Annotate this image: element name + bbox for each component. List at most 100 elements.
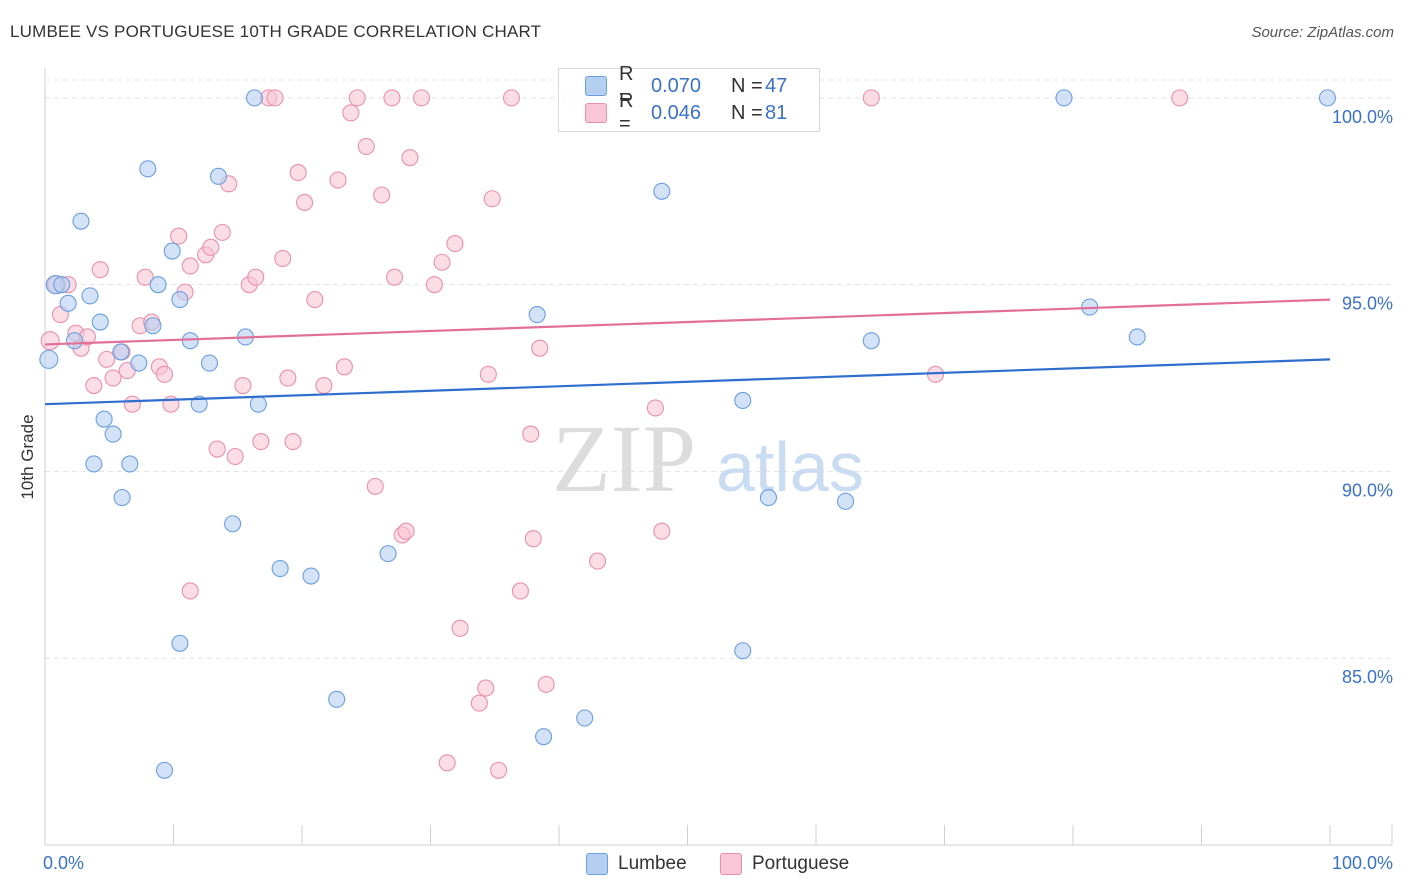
portuguese-point bbox=[274, 249, 292, 268]
portuguese-point bbox=[425, 276, 443, 294]
portuguese-point bbox=[181, 257, 199, 275]
y-tick-label: 85.0% bbox=[1342, 667, 1393, 687]
portuguese-r-label: R = bbox=[619, 90, 634, 135]
watermark-zip: ZIP bbox=[552, 405, 696, 512]
lumbee-point bbox=[59, 294, 77, 312]
portuguese-point bbox=[385, 268, 404, 286]
label-layer: 85.0% 90.0% 95.0% 100.0% 0.0% 100.0% 10th Grad… bbox=[18, 107, 1393, 873]
portuguese-point bbox=[202, 238, 220, 256]
lumbee-point bbox=[302, 567, 320, 585]
portuguese-point bbox=[401, 149, 419, 167]
portuguese-point bbox=[181, 582, 199, 600]
lumbee-point bbox=[734, 642, 752, 660]
chart-title: LUMBEE VS PORTUGUESE 10TH GRADE CORRELAT… bbox=[10, 22, 542, 41]
lumbee-point bbox=[163, 242, 181, 260]
x-tick-label: 100.0% bbox=[1332, 853, 1393, 873]
lumbee-point bbox=[104, 425, 122, 443]
portuguese-point bbox=[329, 171, 347, 189]
lumbee-point bbox=[81, 287, 99, 305]
lumbee-legend-label: Lumbee bbox=[618, 853, 687, 874]
lumbee-n-label: N = bbox=[731, 74, 763, 97]
lumbee-point bbox=[85, 455, 103, 473]
y-axis-label: 10th Grade bbox=[18, 414, 37, 499]
portuguese-point bbox=[357, 137, 375, 155]
lumbee-point bbox=[155, 761, 174, 779]
portuguese-point bbox=[646, 399, 664, 417]
lumbee-point bbox=[379, 545, 397, 563]
lumbee-point bbox=[245, 89, 264, 107]
lumbee-point bbox=[53, 276, 71, 294]
portuguese-trend-line bbox=[44, 298, 1331, 346]
portuguese-point bbox=[483, 190, 501, 208]
portuguese-point bbox=[91, 261, 109, 279]
lumbee-point bbox=[576, 709, 594, 727]
portuguese-n-value: 81 bbox=[765, 101, 788, 124]
legend-item-portuguese[interactable]: Portuguese bbox=[720, 852, 849, 876]
portuguese-point bbox=[136, 268, 154, 286]
portuguese-point bbox=[522, 425, 540, 443]
lumbee-point bbox=[95, 410, 113, 428]
portuguese-point bbox=[412, 89, 431, 107]
lumbee-point bbox=[1055, 89, 1073, 107]
lumbee-point bbox=[200, 354, 219, 372]
portuguese-point bbox=[1171, 89, 1189, 107]
lumbee-swatch bbox=[585, 76, 607, 96]
portuguese-point bbox=[208, 440, 226, 458]
portuguese-point bbox=[373, 186, 391, 204]
lumbee-point bbox=[112, 343, 130, 361]
portuguese-point bbox=[537, 675, 555, 693]
legend-item-lumbee[interactable]: Lumbee bbox=[586, 852, 687, 876]
portuguese-point bbox=[438, 754, 456, 772]
lumbee-point bbox=[535, 728, 553, 746]
portuguese-point bbox=[40, 331, 60, 351]
lumbee-point bbox=[862, 332, 880, 350]
portuguese-point bbox=[289, 164, 307, 182]
portuguese-point bbox=[266, 89, 284, 107]
trend-layer bbox=[44, 298, 1331, 406]
portuguese-point bbox=[531, 339, 549, 357]
portuguese-point bbox=[502, 89, 521, 107]
axis-layer bbox=[44, 68, 1393, 846]
portuguese-point bbox=[104, 369, 122, 387]
portuguese-point bbox=[342, 104, 360, 122]
portuguese-point bbox=[155, 365, 174, 383]
portuguese-point bbox=[226, 447, 244, 466]
lumbee-point bbox=[249, 395, 267, 413]
lumbee-point bbox=[224, 515, 242, 533]
lumbee-legend-swatch bbox=[586, 853, 608, 875]
portuguese-point bbox=[479, 365, 497, 383]
portuguese-point bbox=[490, 761, 508, 779]
lumbee-point bbox=[271, 560, 289, 578]
watermark: ZIP atlas bbox=[552, 405, 864, 512]
portuguese-point bbox=[451, 619, 469, 637]
lumbee-point bbox=[121, 455, 139, 473]
portuguese-point bbox=[123, 395, 141, 413]
portuguese-point bbox=[348, 89, 366, 107]
portuguese-point bbox=[524, 530, 542, 548]
portuguese-point bbox=[234, 376, 252, 395]
portuguese-point bbox=[335, 358, 353, 376]
lumbee-point bbox=[144, 317, 162, 335]
lumbee-trend-line bbox=[44, 358, 1331, 406]
series-lumbee bbox=[39, 89, 1336, 779]
portuguese-point bbox=[588, 552, 607, 570]
portuguese-n-label: N = bbox=[731, 101, 763, 124]
portuguese-point bbox=[477, 679, 495, 697]
lumbee-point bbox=[653, 182, 671, 200]
lumbee-point bbox=[171, 634, 189, 652]
portuguese-point bbox=[296, 193, 314, 212]
lumbee-point bbox=[528, 305, 546, 324]
portuguese-point bbox=[470, 694, 488, 712]
portuguese-point bbox=[315, 376, 333, 395]
lumbee-point bbox=[1128, 328, 1146, 346]
portuguese-point bbox=[252, 433, 270, 451]
portuguese-point bbox=[306, 291, 324, 309]
portuguese-point bbox=[397, 522, 415, 540]
lumbee-point bbox=[139, 160, 157, 178]
lumbee-point bbox=[149, 276, 167, 294]
lumbee-point bbox=[66, 332, 84, 350]
portuguese-r-value: 0.046 bbox=[651, 101, 702, 124]
watermark-atlas: atlas bbox=[716, 428, 864, 506]
portuguese-point bbox=[85, 376, 103, 395]
